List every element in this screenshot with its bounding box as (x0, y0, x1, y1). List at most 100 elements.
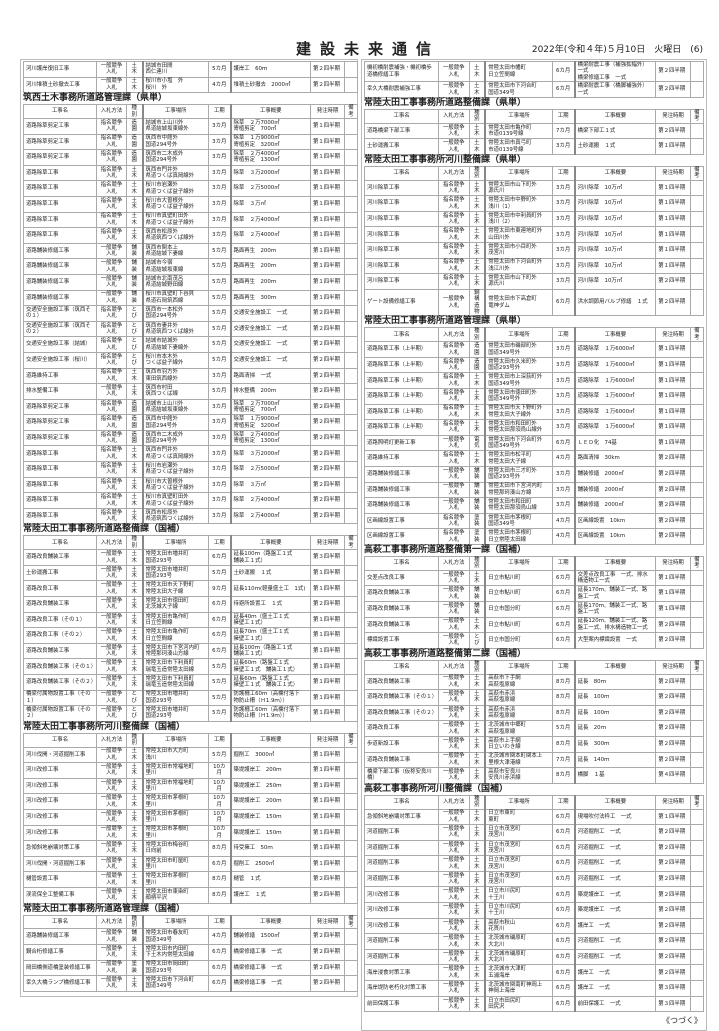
cell: 常陸太田市上深荻町外 国道349号外 (484, 372, 553, 389)
cell: 3カ月 (551, 341, 576, 358)
cell: 5カ月 (551, 720, 576, 737)
cell: 道路除草工事（上半期） (363, 341, 440, 358)
cell: 日立市田尻町 田尻沢 (484, 995, 553, 1013)
column-header: 発注時期 (310, 535, 345, 551)
cell (689, 569, 705, 587)
cell: 常陸太田市増井町 国道293号 (141, 689, 209, 707)
table-row: 道路除草工事 指名競争 入札 土木 桜川市岩瀬外 県道つくば益子線外 3カ月 除草 ２万5… (23, 461, 358, 478)
table-header: 工事名 入札方法 種別 工事場所 工期 工事概要 発注時期 備考 (23, 104, 358, 119)
cell (344, 242, 358, 260)
cell: 指名競争 入札 (96, 492, 127, 509)
cell: 第１四半期 (310, 227, 345, 244)
cell: 土木 (468, 964, 486, 982)
cell: 鋼構 造物 (468, 288, 486, 317)
cell: 第２四半期 (310, 507, 345, 525)
column-header: 工事名 (363, 659, 440, 675)
cell: 除草 ２万5000㎡ (229, 461, 311, 478)
table-header: 工事名 入札方法 種別 工事場所 工期 工事概要 発注時期 備考 (363, 659, 705, 675)
cell: 筑西市中館外 国道294号外 (141, 133, 209, 151)
cell: 延長 20ｍ (573, 720, 657, 737)
cell: 一般競争 入札 (96, 564, 127, 582)
cell (344, 445, 358, 463)
table-row: 鋼合桁修繕工事 一般競争 入札 土木 常陸太田市内田町 下土木内常陸太田線 6カ月 橋梁修… (23, 943, 358, 961)
cell: 土木 (126, 762, 143, 779)
cell: 第２四半期 (655, 616, 691, 634)
column-header: 工期 (208, 914, 231, 930)
cell: 10カ月 (208, 808, 231, 826)
cell: 3カ月 (551, 497, 576, 514)
cell: 6カ月 (551, 839, 576, 857)
cell: 常陸太田市磯部町外 国道349号外 (484, 341, 553, 358)
table-row: 交通安全施設工事（筑西その１） 指名競争 入札 とび 筑西市一本松外 国道294号外 5… (23, 305, 358, 322)
table-row: 道路除草工事 指名競争 入札 土木 桜川市真壁町田外 県道つくば益子線外 3カ月 除草 ２… (23, 211, 358, 229)
cell: 一般競争 入札 (438, 855, 470, 872)
cell: 一般競争 入札 (96, 855, 127, 873)
cell: 指名競争 入札 (438, 273, 470, 290)
cell: 第１四半期 (310, 180, 345, 197)
cell: 10カ月 (208, 777, 231, 795)
column-header: 工期 (551, 555, 576, 571)
cell: 常陸太田市和田町 常陸太田那須烏山線 (484, 497, 553, 514)
cell: 交通安全施設工 一式 (229, 320, 311, 338)
cell: 第３四半期 (310, 549, 345, 566)
cell: 一般競争 入札 (438, 689, 470, 706)
cell: 道路改良舗装工事 (363, 600, 440, 618)
cell (344, 928, 358, 945)
cell (689, 210, 705, 228)
cell: 除草 ２万4000㎡ 寄植剪定 1300㎡ (229, 149, 311, 166)
cell (344, 258, 358, 275)
cell: 第１四半期 (655, 226, 691, 243)
cell: 塗装 (468, 528, 486, 545)
cell: 大型案内標識設置 一式 (573, 632, 657, 649)
cell: 河道掘削工事 (363, 933, 440, 950)
cell: 一般競争 入札 (438, 288, 470, 317)
cell: 筑西市妻井外 県道筑西つくば線外 (141, 320, 209, 338)
cell: 6カ月 (551, 870, 576, 888)
cell: 一般競争 入札 (96, 793, 127, 810)
section-title: 常陸太田工事事務所河川整備課（県単） (364, 154, 527, 165)
cell: 常陸太田市亀作町 日立笠間線 (141, 611, 209, 629)
cell: 海岸堤防老朽化対策工事 (363, 980, 440, 997)
cell: 舗装 (468, 600, 486, 618)
cell: 道路舗装修繕工事 (23, 242, 97, 260)
cell (689, 673, 705, 691)
column-header: 工期 (551, 659, 576, 675)
cell: 3カ月 (208, 507, 231, 525)
table-row: 道路改良舗装工事 一般競争 入札 土木 高萩市下手綱 高萩塩原線 8カ月 延長 80ｍ 第２… (363, 673, 705, 691)
cell: 一般競争 入札 (96, 76, 127, 94)
cell: 一般競争 入札 (96, 674, 127, 691)
cell: 排水整備工事 (23, 383, 97, 400)
column-header: 入札方法 (438, 555, 470, 571)
column-header: 入札方法 (96, 732, 127, 748)
cell: 除草 １万9000㎡ 寄植剪定 3200㎡ (229, 133, 311, 151)
cell: 土木 (126, 777, 143, 795)
cell: 第２四半期 (655, 81, 691, 98)
cell (344, 549, 358, 566)
cell: 土木 (468, 179, 486, 197)
cell: 第１四半期 (310, 746, 345, 764)
cell: 道路改良舗装工事 (23, 549, 97, 566)
cell: 3カ月 (208, 149, 231, 166)
table-row: 道路除草工事 指名競争 入札 土木 桜川市大曽根外 県道つくば益子線外 3カ月 除草 ３万… (23, 195, 358, 213)
cell (344, 118, 358, 135)
column-header: 備考 (344, 914, 358, 930)
cell: 常陸太田市春友町 国道349号 (141, 928, 209, 945)
cell: 河川除草工事 (363, 179, 440, 197)
cell: 6カ月 (551, 585, 576, 602)
cell: 3カ月 (208, 414, 231, 431)
cell: 第２四半期 (655, 870, 691, 888)
cell (689, 689, 705, 706)
cell: 常陸太田市内田町 下土木内常陸太田線 (141, 943, 209, 961)
cell: 第２四半期 (310, 367, 345, 385)
cell: 第２四半期 (655, 465, 691, 483)
table-row: 標識設置工事 一般競争 入札 とび 日立市国分町 6カ月 大型案内標識設置 一式 第２四半期 (363, 632, 705, 649)
cell: 舗装 (126, 242, 143, 260)
cell: 延長 300ｍ (573, 735, 657, 753)
cell: 一般競争 入札 (96, 611, 127, 629)
cell: 待受擁工 50ｍ (229, 840, 311, 857)
cell: 3カ月 (551, 273, 576, 290)
cell: 河川堆積土砂撤去工事 (23, 76, 97, 94)
cell: 第２四半期 (310, 943, 345, 961)
cell: 3カ月 (208, 164, 231, 182)
column-header: 工事場所 (484, 327, 553, 343)
